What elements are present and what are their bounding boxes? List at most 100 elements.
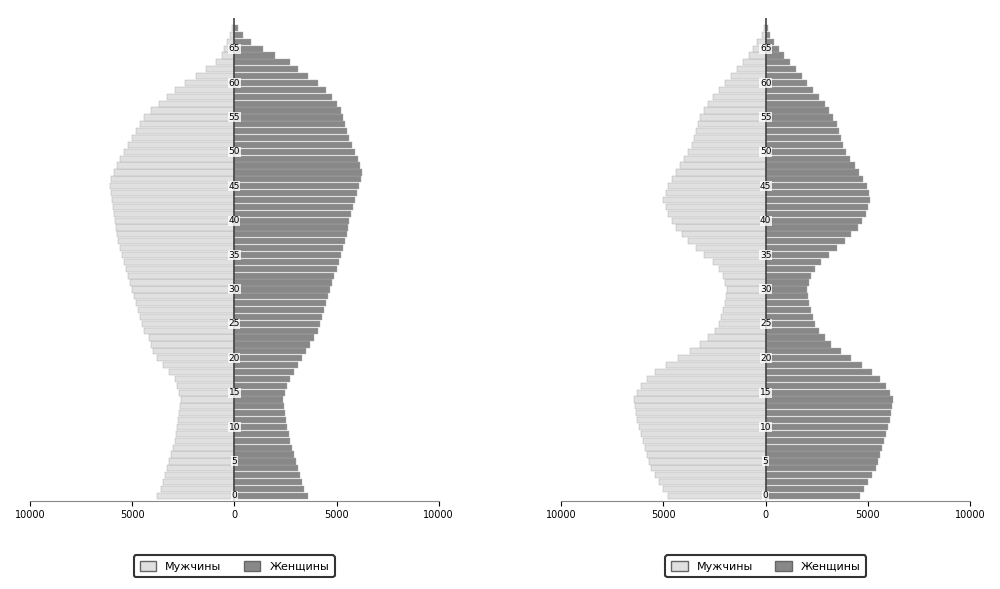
Bar [766, 135, 841, 141]
Bar [234, 121, 345, 127]
Bar [126, 266, 234, 272]
Bar [766, 101, 825, 107]
Bar [234, 479, 302, 485]
Bar [766, 438, 884, 444]
Bar [766, 472, 872, 478]
Bar [766, 231, 851, 237]
Bar [766, 238, 845, 244]
Bar [668, 211, 766, 217]
Bar [234, 170, 362, 176]
Bar [224, 45, 234, 52]
Bar [234, 369, 294, 375]
Bar [766, 149, 846, 155]
Bar [138, 307, 234, 313]
Bar [163, 479, 234, 485]
Bar [116, 224, 234, 231]
Bar [668, 183, 766, 189]
Bar [766, 369, 872, 375]
Bar [766, 300, 809, 306]
Bar [117, 231, 234, 237]
Bar [766, 293, 808, 299]
Bar [766, 376, 880, 382]
Bar [682, 231, 766, 237]
Bar [179, 410, 234, 416]
Bar [234, 424, 287, 430]
Bar [647, 376, 766, 382]
Bar [647, 451, 766, 458]
Bar [234, 465, 298, 471]
Bar [700, 114, 766, 121]
Text: 0: 0 [231, 491, 237, 500]
Bar [766, 94, 819, 100]
Bar [723, 273, 766, 279]
Bar [680, 163, 766, 168]
Text: 50: 50 [229, 147, 240, 156]
Bar [111, 190, 234, 196]
Bar [234, 314, 322, 320]
Text: 5: 5 [763, 457, 769, 466]
Bar [185, 80, 234, 86]
Bar [234, 266, 337, 272]
Bar [753, 45, 766, 52]
Bar [766, 107, 829, 114]
Bar [666, 362, 766, 368]
Bar [234, 362, 298, 368]
Bar [234, 66, 298, 72]
Bar [173, 445, 234, 451]
Bar [234, 39, 251, 45]
Bar [234, 163, 360, 168]
Bar [655, 472, 766, 478]
Bar [136, 300, 234, 306]
Bar [128, 142, 234, 148]
Bar [234, 155, 358, 162]
Bar [114, 170, 234, 176]
Bar [157, 493, 234, 499]
Text: 60: 60 [760, 78, 771, 88]
Bar [766, 59, 790, 65]
Bar [234, 273, 334, 279]
Bar [766, 327, 819, 334]
Bar [766, 389, 890, 396]
Bar [169, 458, 234, 465]
Bar [114, 211, 234, 217]
Bar [698, 121, 766, 127]
Bar [234, 204, 353, 210]
Bar [124, 259, 234, 265]
Bar [175, 87, 234, 93]
Bar [766, 45, 779, 52]
Bar [234, 59, 290, 65]
Bar [132, 286, 234, 293]
Bar [117, 163, 234, 168]
Bar [234, 389, 285, 396]
Bar [234, 321, 320, 327]
Text: 10: 10 [229, 422, 240, 432]
Bar [725, 279, 766, 286]
Bar [713, 94, 766, 100]
Bar [766, 25, 768, 31]
Bar [234, 245, 343, 252]
Bar [234, 128, 347, 134]
Bar [766, 321, 815, 327]
Bar [766, 266, 815, 272]
Bar [234, 451, 294, 458]
Text: 55: 55 [229, 113, 240, 122]
Bar [110, 183, 234, 189]
Bar [134, 293, 234, 299]
Text: 40: 40 [760, 216, 771, 225]
Bar [153, 348, 234, 355]
Bar [643, 438, 766, 444]
Bar [766, 170, 859, 176]
Bar [704, 252, 766, 258]
Bar [684, 155, 766, 162]
Bar [762, 32, 766, 38]
Bar [144, 114, 234, 121]
Bar [124, 149, 234, 155]
Bar [641, 431, 766, 437]
Bar [766, 445, 882, 451]
Bar [766, 410, 891, 416]
Bar [234, 94, 332, 100]
Bar [234, 107, 341, 114]
Bar [234, 45, 263, 52]
Bar [766, 163, 855, 168]
Bar [766, 465, 876, 471]
